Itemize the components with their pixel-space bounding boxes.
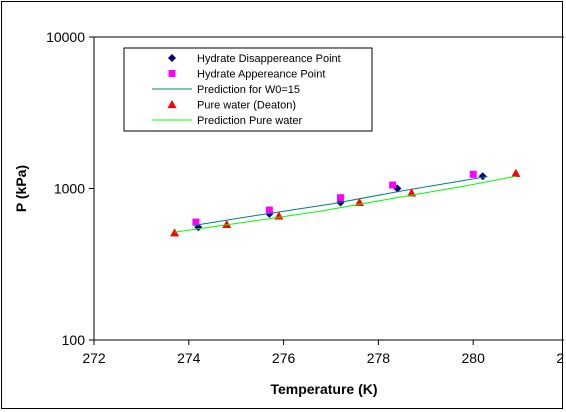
legend-entry: Hydrate Appereance Point	[168, 69, 325, 81]
series-4	[174, 175, 516, 233]
legend-entry: Prediction Pure water	[152, 115, 302, 127]
data-point	[192, 218, 200, 226]
data-point	[478, 172, 487, 181]
data-point	[511, 168, 521, 177]
data-point	[469, 170, 477, 178]
series-3	[170, 168, 521, 237]
data-point	[265, 206, 273, 214]
legend-label: Prediction for W0=15	[197, 84, 300, 96]
data-point	[336, 194, 344, 202]
legend-entry: Hydrate Disappereance Point	[168, 53, 341, 65]
x-tick-label: 282	[556, 350, 564, 366]
series-layer	[170, 168, 521, 237]
legend-entry: Pure water (Deaton)	[167, 100, 296, 112]
data-point	[222, 219, 232, 228]
series-line	[174, 175, 516, 233]
y-tick-label: 100	[62, 332, 86, 348]
x-tick-label: 278	[367, 350, 391, 366]
legend-label: Pure water (Deaton)	[197, 100, 296, 112]
legend-entry: Prediction for W0=15	[152, 84, 300, 96]
series-2	[193, 176, 488, 226]
legend-marker-swatch	[168, 70, 176, 77]
series-1	[192, 170, 477, 226]
legend-marker-swatch	[168, 54, 176, 62]
legend-marker-swatch	[167, 100, 177, 109]
series-line	[193, 176, 488, 226]
x-axis-title: Temperature (K)	[270, 381, 377, 397]
data-point	[170, 228, 180, 237]
legend: Hydrate Disappereance Point Hydrate Apper…	[123, 47, 373, 132]
legend-label: Prediction Pure water	[197, 115, 302, 127]
axes: 272 274 276 278 280 282 100 1000 10000	[46, 29, 564, 366]
y-axis-title: P (kPa)	[13, 165, 29, 212]
data-point	[389, 181, 397, 189]
series-0	[194, 172, 487, 232]
x-tick-label: 272	[82, 350, 106, 366]
x-tick-label: 280	[462, 350, 486, 366]
legend-label: Hydrate Appereance Point	[197, 69, 325, 81]
y-tick-label: 10000	[46, 29, 85, 45]
x-tick-label: 274	[177, 350, 201, 366]
x-tick-label: 276	[272, 350, 296, 366]
legend-label: Hydrate Disappereance Point	[197, 53, 341, 65]
y-tick-label: 1000	[54, 181, 85, 197]
